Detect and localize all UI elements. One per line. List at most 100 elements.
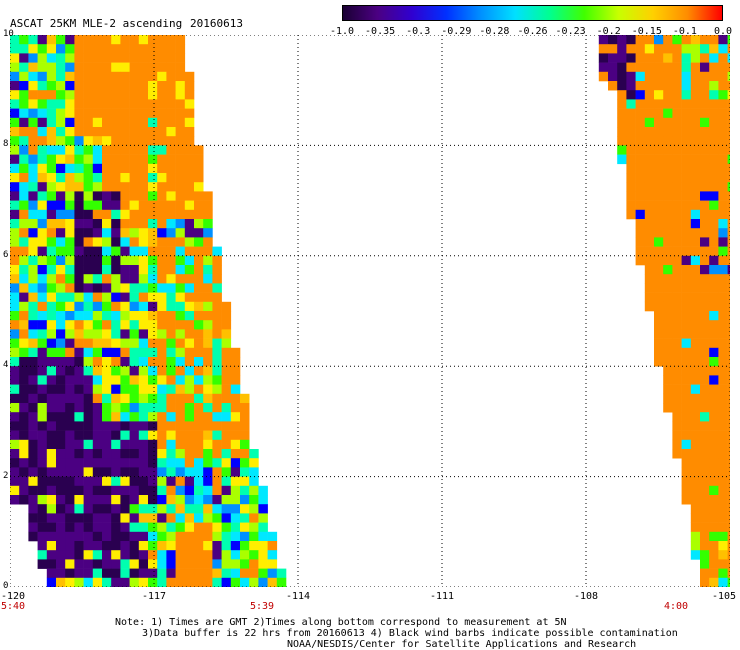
data-cell	[221, 485, 232, 496]
data-cell	[138, 292, 149, 303]
data-cell	[230, 430, 241, 441]
data-cell	[92, 311, 103, 321]
data-cell	[727, 237, 730, 247]
data-cell	[74, 35, 84, 45]
data-cell	[10, 81, 20, 91]
data-cell	[10, 301, 20, 312]
data-cell	[102, 568, 112, 579]
data-cell	[249, 568, 259, 579]
data-cell	[74, 117, 84, 128]
data-cell	[221, 338, 232, 349]
data-cell	[129, 228, 140, 238]
data-cell	[166, 81, 176, 91]
data-cell	[111, 375, 121, 385]
data-cell	[718, 209, 728, 220]
data-cell	[74, 403, 84, 413]
data-cell	[28, 90, 38, 100]
data-cell	[184, 117, 195, 128]
data-cell	[663, 301, 673, 312]
data-cell	[184, 430, 195, 441]
data-cell	[157, 403, 167, 413]
data-cell	[56, 513, 66, 523]
data-cell	[672, 117, 682, 128]
data-cell	[83, 338, 94, 349]
data-cell	[626, 209, 636, 220]
data-cell	[157, 375, 167, 385]
data-cell	[194, 255, 204, 266]
data-cell	[138, 145, 149, 155]
data-cell	[129, 154, 140, 165]
data-cell	[83, 182, 94, 192]
data-cell	[19, 163, 29, 174]
data-cell	[28, 81, 38, 91]
data-cell	[718, 191, 728, 201]
data-cell	[635, 90, 646, 100]
data-cell	[28, 145, 38, 155]
data-cell	[65, 209, 75, 220]
data-cell	[175, 265, 186, 275]
data-cell	[19, 99, 29, 109]
data-cell	[672, 81, 682, 91]
data-cell	[46, 292, 57, 303]
data-cell	[166, 439, 176, 450]
data-cell	[111, 485, 121, 496]
data-cell	[718, 136, 728, 146]
data-cell	[690, 421, 701, 431]
data-cell	[111, 35, 121, 45]
data-cell	[65, 283, 75, 293]
data-cell	[626, 127, 636, 137]
data-cell	[654, 81, 664, 91]
data-cell	[718, 292, 728, 303]
data-cell	[56, 439, 66, 450]
data-cell	[56, 71, 66, 82]
data-cell	[230, 485, 241, 496]
data-cell	[709, 136, 719, 146]
longitude-tick-label: -114	[285, 591, 311, 602]
data-cell	[129, 163, 140, 174]
data-cell	[46, 127, 57, 137]
data-cell	[240, 504, 250, 514]
data-cell	[718, 577, 728, 587]
data-cell	[148, 495, 158, 505]
data-cell	[240, 430, 250, 441]
data-cell	[700, 145, 710, 155]
data-cell	[111, 531, 121, 542]
data-cell	[644, 265, 655, 275]
data-cell	[129, 99, 140, 109]
data-cell	[690, 393, 701, 404]
data-cell	[654, 44, 664, 54]
data-cell	[56, 311, 66, 321]
data-cell	[83, 485, 94, 496]
data-cell	[46, 513, 57, 523]
data-cell	[102, 375, 112, 385]
data-cell	[700, 283, 710, 293]
data-cell	[138, 449, 149, 459]
data-cell	[212, 274, 222, 284]
data-cell	[212, 255, 222, 266]
data-cell	[120, 439, 130, 450]
data-cell	[258, 541, 268, 551]
data-cell	[175, 559, 186, 569]
data-cell	[28, 449, 38, 459]
data-cell	[690, 71, 701, 82]
data-cell	[111, 412, 121, 422]
data-cell	[175, 541, 186, 551]
data-cell	[120, 62, 130, 73]
data-cell	[672, 35, 682, 45]
data-cell	[148, 108, 158, 119]
data-cell	[221, 458, 232, 468]
data-cell	[635, 108, 646, 119]
data-cell	[120, 513, 130, 523]
data-cell	[166, 531, 176, 542]
data-cell	[700, 403, 710, 413]
latitude-tick-label: 0	[3, 581, 9, 591]
data-cell	[240, 439, 250, 450]
data-cell	[672, 90, 682, 100]
data-cell	[19, 90, 29, 100]
data-cell	[194, 200, 204, 211]
data-cell	[65, 265, 75, 275]
data-cell	[175, 375, 186, 385]
data-cell	[129, 274, 140, 284]
data-cell	[626, 117, 636, 128]
data-cell	[184, 366, 195, 376]
